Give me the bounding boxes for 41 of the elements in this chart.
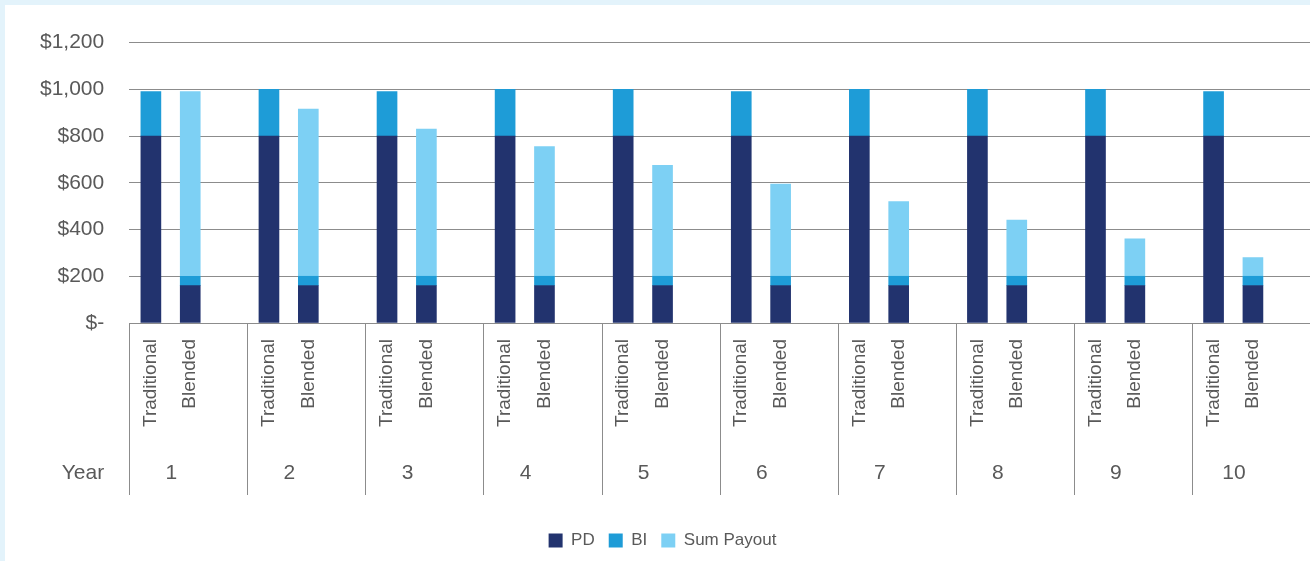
x-tick-label: Traditional [965, 339, 987, 428]
text: 2 [283, 459, 296, 483]
x-tick-label: Blended [296, 339, 318, 409]
text: 6 [755, 459, 768, 483]
y-tick-label: $200 [57, 263, 105, 287]
x-tick-label: Traditional [139, 339, 161, 428]
y-tick-label: $400 [57, 216, 105, 240]
text: 10 [1222, 459, 1246, 483]
x-tick-label: Blended [768, 339, 790, 409]
y-tick-label: $1,200 [40, 29, 105, 53]
text: 9 [1110, 459, 1122, 483]
x-tick-label: Traditional [1201, 339, 1223, 428]
x-tick-label: Blended [414, 339, 436, 409]
text: 7 [873, 459, 886, 483]
x-tick-label: Traditional [375, 339, 397, 428]
text: 5 [637, 459, 650, 483]
x-tick-label: Traditional [257, 339, 279, 428]
x-tick-label: Blended [1005, 339, 1027, 409]
x-tick-label: Traditional [729, 339, 751, 428]
text: 4 [519, 459, 532, 483]
x-tick-label: Traditional [1083, 339, 1105, 428]
x-tick-label: Traditional [493, 339, 515, 428]
x-tick-label: Blended [650, 339, 672, 409]
text: 8 [992, 459, 1004, 483]
legend-label: BI [631, 530, 648, 550]
legend-label: PD [571, 530, 595, 550]
text: 3 [401, 459, 414, 483]
x-tick-label: Blended [1241, 339, 1263, 409]
x-tick-label: Traditional [847, 339, 869, 428]
x-tick-label: Blended [178, 339, 200, 409]
x-tick-label: Blended [1123, 339, 1145, 409]
x-tick-label: Traditional [611, 339, 633, 428]
y-tick-label: $800 [57, 122, 105, 146]
y-tick-label: $1,000 [40, 76, 105, 100]
x-tick-label: Blended [886, 339, 908, 409]
y-tick-label: $600 [57, 169, 105, 193]
x-tick-label: Blended [532, 339, 554, 409]
text: 1 [165, 459, 178, 483]
legend-label: Sum Payout [683, 530, 777, 550]
text: Year [61, 459, 105, 483]
y-tick-label: $- [85, 309, 105, 333]
